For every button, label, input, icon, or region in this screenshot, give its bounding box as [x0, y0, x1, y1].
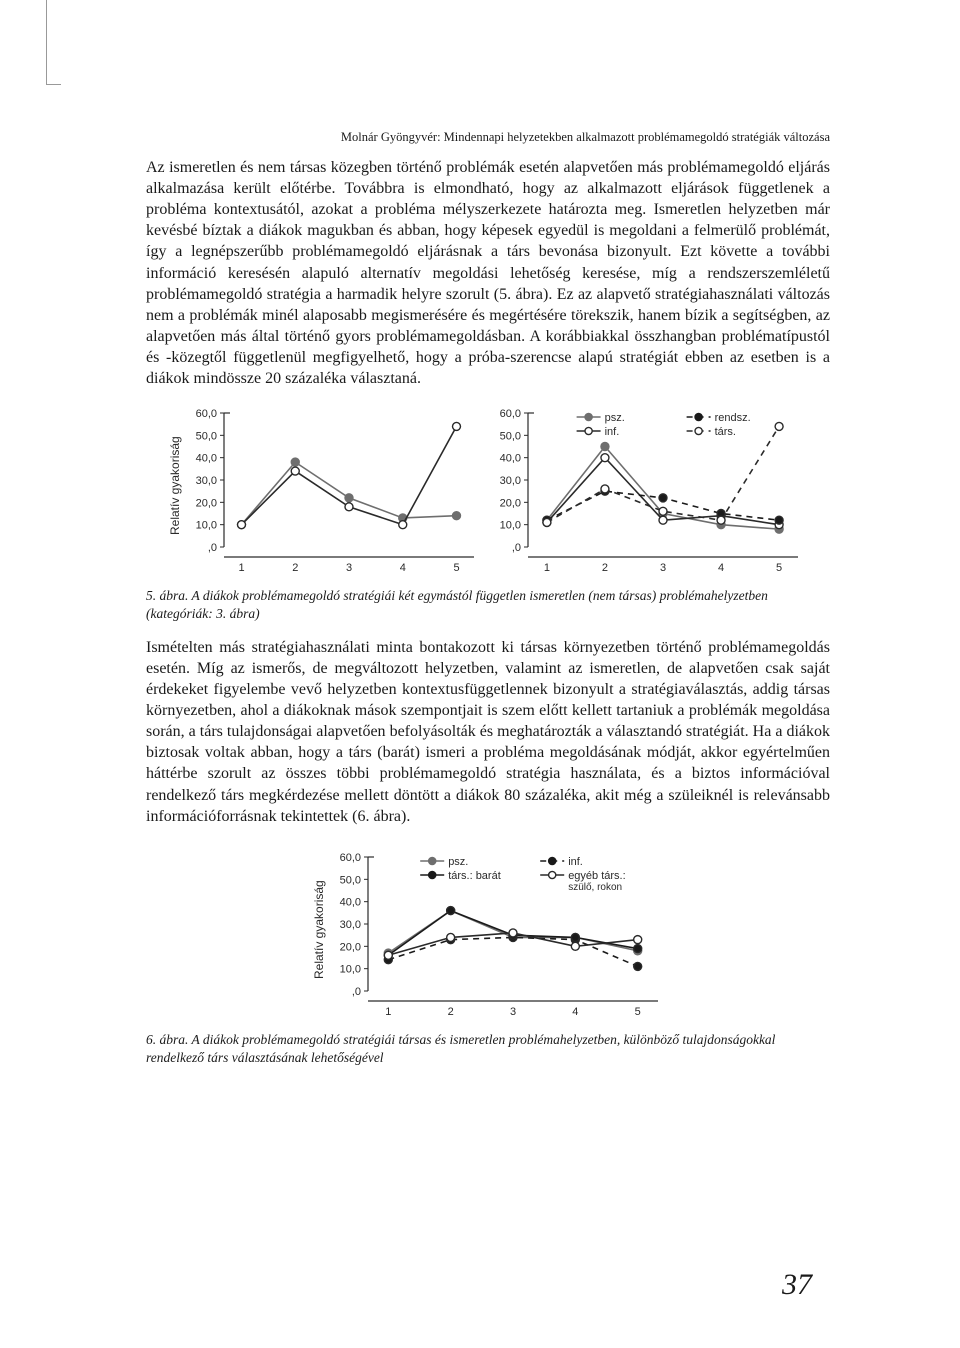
figure-5-caption: 5. ábra. A diákok problémamegoldó straté… [146, 587, 830, 623]
svg-text:10,0: 10,0 [196, 520, 217, 532]
svg-text:20,0: 20,0 [196, 498, 217, 510]
svg-text:2: 2 [602, 562, 608, 573]
svg-text:rendsz.: rendsz. [715, 412, 751, 424]
svg-text:10,0: 10,0 [340, 963, 361, 975]
svg-text:30,0: 30,0 [340, 919, 361, 931]
svg-text:5: 5 [635, 1006, 641, 1017]
figure-6: Relatív gyakoriság ,0 10,0 20,0 30,0 40,0 50,… [310, 847, 666, 1017]
page: Molnár Gyöngyvér: Mindennapi helyzetekbe… [0, 0, 960, 1348]
y-axis-label: Relatív gyakoriság [166, 403, 182, 573]
running-head: Molnár Gyöngyvér: Mindennapi helyzetekbe… [146, 130, 830, 145]
svg-text:60,0: 60,0 [196, 408, 217, 420]
svg-text:szülő, rokon: szülő, rokon [568, 882, 622, 893]
svg-text:1: 1 [544, 562, 550, 573]
svg-text:egyéb társ.:: egyéb társ.: [568, 870, 625, 882]
figure-5a-wrap: Relatív gyakoriság ,0 10,0 20,0 30,0 40,0 50,… [166, 403, 482, 573]
svg-text:20,0: 20,0 [340, 941, 361, 953]
svg-text:2: 2 [448, 1006, 454, 1017]
svg-text:10,0: 10,0 [500, 520, 521, 532]
svg-text:20,0: 20,0 [500, 498, 521, 510]
svg-text:40,0: 40,0 [196, 453, 217, 465]
paragraph-1: Az ismeretlen és nem társas közegben tör… [146, 157, 830, 389]
svg-text:4: 4 [400, 562, 406, 573]
chart-6: ,0 10,0 20,0 30,0 40,0 50,0 60,0 1 2 3 4 5 psz. társ.… [326, 847, 666, 1017]
svg-text:5: 5 [453, 562, 459, 573]
svg-text:1: 1 [238, 562, 244, 573]
figure-6-wrap: Relatív gyakoriság ,0 10,0 20,0 30,0 40,0 50,… [310, 847, 666, 1017]
svg-text:inf.: inf. [568, 856, 583, 868]
svg-text:társ.: barát: társ.: barát [448, 870, 501, 882]
svg-text:50,0: 50,0 [196, 431, 217, 443]
svg-text:társ.: társ. [715, 426, 736, 438]
svg-text:psz.: psz. [605, 412, 625, 424]
svg-text:1: 1 [385, 1006, 391, 1017]
svg-text:,0: ,0 [352, 986, 361, 998]
svg-text:60,0: 60,0 [500, 408, 521, 420]
svg-text:3: 3 [510, 1006, 516, 1017]
svg-text:3: 3 [660, 562, 666, 573]
svg-text:,0: ,0 [208, 542, 217, 554]
chart-5b: ,0 10,0 20,0 30,0 40,0 50,0 60,0 1 2 3 4 5 psz. inf. r… [486, 403, 806, 573]
svg-text:,0: ,0 [512, 542, 521, 554]
figure-5: Relatív gyakoriság ,0 10,0 20,0 30,0 40,0 50,… [166, 403, 830, 573]
svg-text:inf.: inf. [605, 426, 620, 438]
svg-text:psz.: psz. [448, 856, 468, 868]
svg-text:5: 5 [776, 562, 782, 573]
crop-mark [46, 0, 61, 85]
svg-text:60,0: 60,0 [340, 852, 361, 864]
paragraph-2: Ismételten más stratégiahasználati minta… [146, 637, 830, 827]
chart-5a: ,0 10,0 20,0 30,0 40,0 50,0 60,0 1 2 3 4 5 [182, 403, 482, 573]
svg-text:4: 4 [572, 1006, 578, 1017]
page-number: 37 [782, 1268, 812, 1302]
svg-text:50,0: 50,0 [340, 874, 361, 886]
content-column: Molnár Gyöngyvér: Mindennapi helyzetekbe… [146, 130, 830, 1066]
figure-6-caption: 6. ábra. A diákok problémamegoldó straté… [146, 1031, 830, 1067]
svg-text:4: 4 [718, 562, 724, 573]
y-axis-label: Relatív gyakoriság [310, 847, 326, 1017]
svg-text:40,0: 40,0 [340, 896, 361, 908]
svg-text:30,0: 30,0 [196, 475, 217, 487]
svg-text:40,0: 40,0 [500, 453, 521, 465]
svg-text:30,0: 30,0 [500, 475, 521, 487]
svg-text:50,0: 50,0 [500, 431, 521, 443]
svg-text:3: 3 [346, 562, 352, 573]
svg-text:2: 2 [292, 562, 298, 573]
figure-5b-wrap: ,0 10,0 20,0 30,0 40,0 50,0 60,0 1 2 3 4 5 psz. inf. r… [486, 403, 806, 573]
